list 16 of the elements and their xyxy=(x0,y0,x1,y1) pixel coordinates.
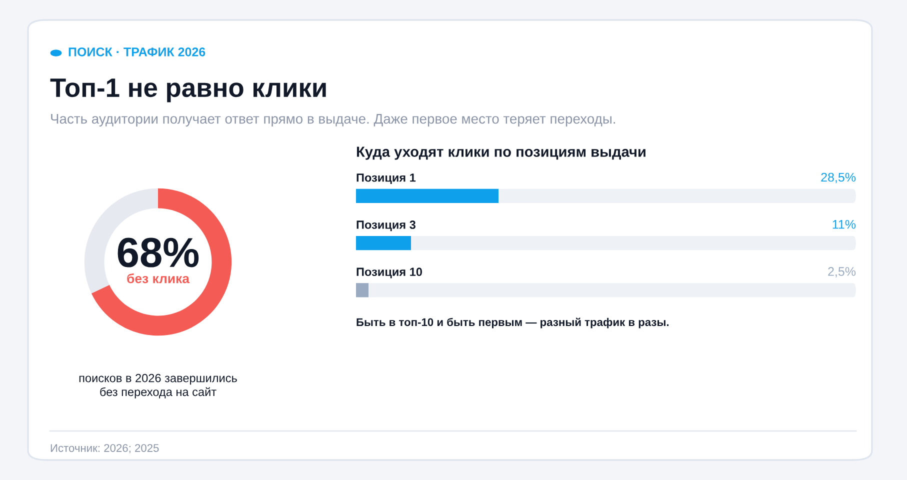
data-label: 11% xyxy=(832,220,856,229)
text: Часть аудитории получает ответ прямо в выдаче. Даже первое место теряет переходы. xyxy=(51,114,615,126)
text: ПОИСК · ТРАФИК 2026 xyxy=(68,48,206,56)
category-label: Позиция 10 xyxy=(356,268,422,278)
text: поисков в 2026 завершились без перехода на сайт xyxy=(79,374,237,398)
chart-title: Топ-1 не равно клики xyxy=(50,78,326,102)
text: Источник: 2026; 2025 xyxy=(50,444,159,454)
data-label: 68% xyxy=(118,238,199,268)
donut-slice xyxy=(91,188,232,336)
category-label: Позиция 3 xyxy=(356,220,416,232)
text: Быть в топ-10 и быть первым — разный трафик в разы. xyxy=(356,318,669,328)
slice-label: без клика xyxy=(127,273,190,284)
category-label: Позиция 1 xyxy=(356,174,416,184)
data-label: 28,5% xyxy=(821,172,856,184)
data-label: 2,5% xyxy=(828,267,856,278)
chart-title: Куда уходят клики по позициям выдачи xyxy=(356,146,646,160)
